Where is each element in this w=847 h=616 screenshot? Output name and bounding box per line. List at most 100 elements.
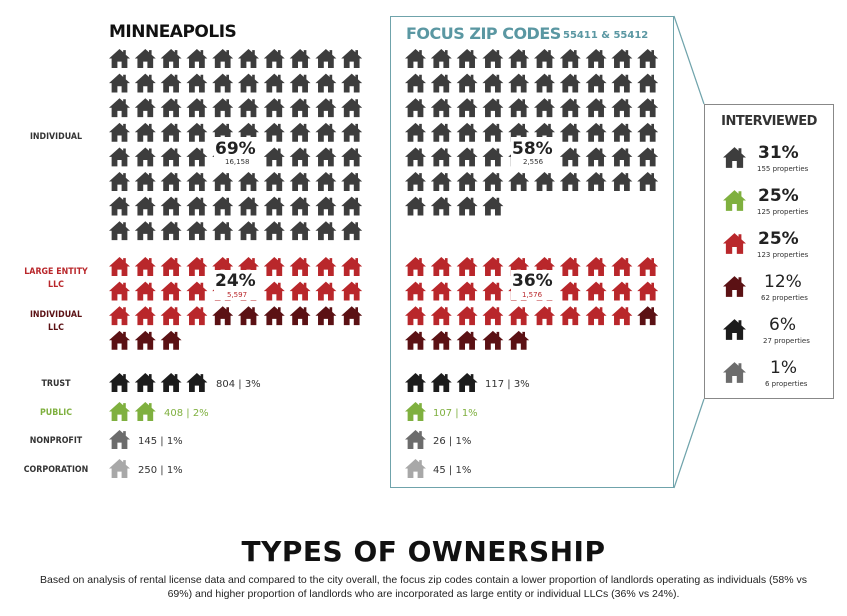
focus-individual-house-icon <box>611 49 633 68</box>
focus-individual-house-icon <box>534 172 555 191</box>
city-public-house-icon <box>134 402 156 421</box>
city-individual-house-icon <box>341 49 363 68</box>
city-individual-house-icon <box>134 147 156 167</box>
city-individual-house-icon <box>109 122 130 142</box>
city-trust-house-icon <box>134 373 156 392</box>
city-large-entity-llc-house-icon <box>186 257 208 276</box>
interviewed-trust-percent: 6% <box>769 315 796 335</box>
city-individual-house-icon <box>263 49 285 68</box>
focus-individual-house-icon <box>456 147 478 167</box>
interviewed-nonprofit-house-icon <box>723 362 746 383</box>
focus-individual-percent-block <box>511 137 557 167</box>
city-individual-house-icon <box>212 172 234 191</box>
city-individual-house-icon <box>160 147 182 167</box>
focus-llc-count: 1,576 <box>522 291 543 299</box>
focus-public-value: 107 | 1% <box>433 408 478 419</box>
focus-individual-house-icon <box>405 196 426 216</box>
focus-individual-house-icon <box>482 49 504 68</box>
row-label-individual: INDIVIDUAL <box>29 132 83 142</box>
interviewed-trust-count: 27 properties <box>763 337 810 345</box>
city-large-entity-llc-house-icon <box>341 281 363 301</box>
city-individual-house-icon <box>238 73 259 93</box>
focus-individual-house-icon <box>405 172 426 191</box>
focus-large-entity-llc-house-icon <box>559 281 581 301</box>
city-individual-house-icon <box>315 221 337 241</box>
row-label-nonprofit: NONPROFIT <box>29 436 83 446</box>
city-individual-house-icon <box>341 98 363 118</box>
city-individual-house-icon <box>289 172 311 191</box>
focus-large-entity-llc-house-icon <box>430 257 452 276</box>
focus-heading: FOCUS ZIP CODES <box>406 24 561 43</box>
city-individual-house-icon <box>160 73 182 93</box>
city-individual-house-icon <box>315 73 337 93</box>
focus-individual-house-icon <box>585 98 607 118</box>
city-large-entity-llc-house-icon <box>109 281 130 301</box>
focus-large-entity-llc-house-icon <box>482 306 504 326</box>
city-trust-house-icon <box>160 373 182 392</box>
interviewed-trust-house-icon <box>723 319 746 340</box>
focus-individual-house-icon <box>611 147 633 167</box>
focus-individual-count: 2,556 <box>523 158 544 166</box>
city-individual-house-icon <box>160 172 182 191</box>
city-public-value: 408 | 2% <box>164 408 209 419</box>
focus-corporation-house-icon <box>405 459 426 478</box>
interviewed-panel <box>704 104 834 399</box>
city-individual-house-icon <box>160 98 182 118</box>
city-individual-house-icon <box>186 221 208 241</box>
city-large-entity-llc-house-icon <box>341 257 363 276</box>
city-large-entity-llc-house-icon <box>315 257 337 276</box>
city-individual-llc-house-icon <box>212 306 234 326</box>
focus-large-entity-llc-house-icon <box>405 257 426 276</box>
city-individual-house-icon <box>315 49 337 68</box>
focus-individual-house-icon <box>559 172 581 191</box>
focus-individual-house-icon <box>430 196 452 216</box>
interviewed-public-count: 125 properties <box>757 208 809 216</box>
focus-individual-house-icon <box>456 122 478 142</box>
focus-individual-house-icon <box>482 196 504 216</box>
focus-large-entity-llc-house-icon <box>637 281 659 301</box>
focus-large-entity-llc-house-icon <box>456 281 478 301</box>
city-large-entity-llc-house-icon <box>186 281 208 301</box>
city-nonprofit-house-icon <box>109 430 130 449</box>
focus-individual-house-icon <box>456 196 478 216</box>
focus-individual-house-icon <box>559 122 581 142</box>
city-individual-house-icon <box>109 221 130 241</box>
focus-individual-house-icon <box>611 98 633 118</box>
city-large-entity-llc-house-icon <box>263 281 285 301</box>
city-individual-house-icon <box>186 172 208 191</box>
city-individual-house-icon <box>315 98 337 118</box>
city-individual-house-icon <box>134 98 156 118</box>
city-individual-house-icon <box>109 49 130 68</box>
city-large-entity-llc-house-icon <box>289 281 311 301</box>
focus-large-entity-llc-house-icon <box>585 281 607 301</box>
city-individual-house-icon <box>289 122 311 142</box>
focus-individual-house-icon <box>405 147 426 167</box>
focus-individual-house-icon <box>559 73 581 93</box>
focus-individual-house-icon <box>508 73 530 93</box>
focus-large-entity-llc-house-icon <box>405 306 426 326</box>
focus-large-entity-llc-house-icon <box>585 306 607 326</box>
row-label-trust: TRUST <box>41 379 71 389</box>
city-llc-percent: 24% <box>215 271 256 291</box>
city-individual-percent-block <box>214 137 260 167</box>
city-large-entity-llc-house-icon <box>160 306 182 326</box>
connector-line-bottom <box>673 398 705 489</box>
focus-individual-house-icon <box>430 147 452 167</box>
city-individual-house-icon <box>134 196 156 216</box>
focus-individual-house-icon <box>611 73 633 93</box>
row-label-public: PUBLIC <box>39 408 73 418</box>
focus-large-entity-llc-house-icon <box>611 281 633 301</box>
city-nonprofit-value: 145 | 1% <box>138 436 183 447</box>
focus-zip-panel <box>390 16 674 488</box>
focus-individual-house-icon <box>534 49 555 68</box>
city-individual-llc-house-icon <box>263 306 285 326</box>
interviewed-public-house-icon <box>723 190 746 211</box>
connector-line-top <box>673 15 705 105</box>
focus-large-entity-llc-house-icon <box>559 306 581 326</box>
city-individual-house-icon <box>134 172 156 191</box>
focus-individual-llc-house-icon <box>637 306 659 326</box>
focus-llc-percent: 36% <box>512 271 553 291</box>
focus-individual-house-icon <box>456 49 478 68</box>
city-individual-house-icon <box>186 196 208 216</box>
